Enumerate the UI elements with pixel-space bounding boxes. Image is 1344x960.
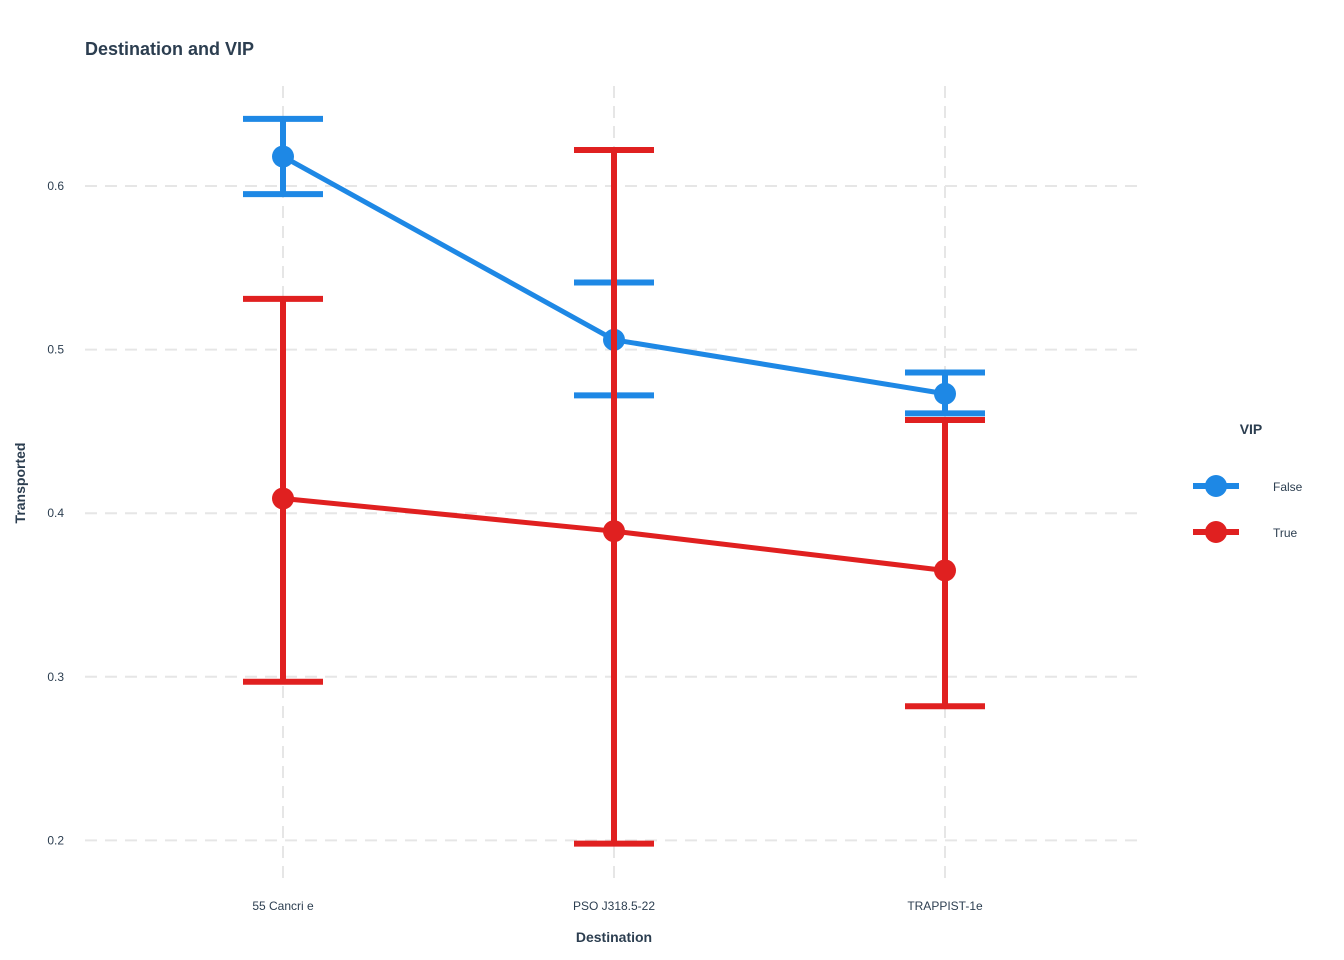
x-tick-label: TRAPPIST-1e [907, 899, 983, 913]
legend: VIP False True [1193, 421, 1303, 543]
y-tick-label: 0.6 [47, 179, 64, 193]
x-tick-label: 55 Cancri e [252, 899, 314, 913]
data-point [934, 559, 956, 582]
legend-title: VIP [1240, 421, 1263, 437]
data-point [934, 382, 956, 405]
x-axis-ticks: 55 Cancri e PSO J318.5-22 TRAPPIST-1e [252, 899, 983, 913]
legend-label: True [1273, 526, 1298, 540]
data-point [603, 520, 625, 543]
legend-label: False [1273, 480, 1303, 494]
y-axis-ticks: 0.2 0.3 0.4 0.5 0.6 [47, 179, 64, 847]
legend-key-point [1205, 521, 1227, 543]
x-axis-title: Destination [576, 929, 652, 945]
y-tick-label: 0.4 [47, 506, 64, 520]
series-layer [243, 115, 985, 847]
y-tick-label: 0.5 [47, 343, 64, 357]
series-true [243, 147, 985, 847]
legend-key-point [1205, 475, 1227, 497]
y-axis-title: Transported [12, 443, 28, 524]
y-tick-label: 0.3 [47, 670, 64, 684]
y-tick-label: 0.2 [47, 833, 64, 847]
legend-item-true: True [1193, 521, 1298, 543]
x-tick-label: PSO J318.5-22 [573, 899, 655, 913]
chart-title: Destination and VIP [85, 39, 254, 59]
legend-item-false: False [1193, 475, 1303, 497]
data-point [272, 145, 294, 168]
data-point [272, 487, 294, 510]
